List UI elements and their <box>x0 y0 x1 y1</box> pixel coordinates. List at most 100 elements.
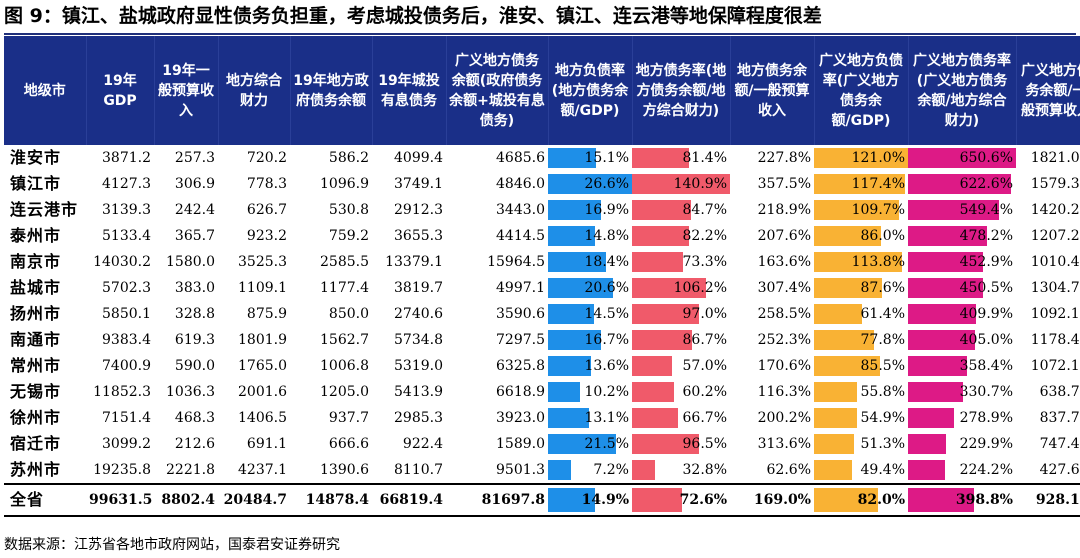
value-cell: 13379.1 <box>385 254 443 270</box>
value-cell: 468.3 <box>174 410 215 426</box>
bar-value-label: 77.8% <box>860 332 905 348</box>
bar-value-label: 55.8% <box>860 384 905 400</box>
data-bar <box>548 148 596 168</box>
value-cell: 922.4 <box>402 436 443 452</box>
bar-cell: 14.5% <box>548 301 632 327</box>
value-cell: 207.6% <box>757 228 811 244</box>
header-cell: 地方综合财力 <box>218 36 291 145</box>
data-bar <box>814 382 858 402</box>
value-cell: 923.2 <box>246 228 287 244</box>
data-bar <box>548 488 596 512</box>
bar-value-label: 278.9% <box>959 410 1013 426</box>
value-cell: 5702.3 <box>102 280 151 296</box>
data-bar <box>814 488 878 512</box>
data-bar <box>632 356 672 376</box>
value-cell: 2985.3 <box>394 410 443 426</box>
value-cell: 1036.3 <box>166 384 215 400</box>
table-row: 淮安市 3871.2 257.3 720.2 586.2 4099.4 4685.6 15.1… <box>4 145 1080 171</box>
value-cell: 1801.9 <box>238 332 287 348</box>
header-cell: 广义地方负债率(广义地方债务余额/GDP) <box>814 36 909 145</box>
header-cell: 地方债务余额/一般预算收入 <box>730 36 815 145</box>
bar-value-label: 117.4% <box>851 176 905 192</box>
figure-title: 图 9：镇江、盐城政府显性债务负担重，考虑城投债务后，淮安、镇江、连云港等地保障… <box>4 5 822 27</box>
bar-value-label: 330.7% <box>959 384 1013 400</box>
bar-value-label: 229.9% <box>959 436 1013 452</box>
data-bar <box>548 434 616 454</box>
value-cell: 720.2 <box>246 150 287 166</box>
bar-cell: 97.0% <box>632 301 730 327</box>
header-cell: 19年地方政府债务余额 <box>290 36 373 145</box>
data-bar <box>632 460 655 480</box>
bar-cell: 140.9% <box>632 171 730 197</box>
bar-value-label: 57.0% <box>682 358 727 374</box>
value-cell: 6325.8 <box>496 358 545 374</box>
value-cell: 170.6% <box>757 358 811 374</box>
city-name: 常州市 <box>10 356 62 375</box>
data-bar <box>908 356 968 376</box>
table-row: 常州市 7400.9 590.0 1765.0 1006.8 5319.0 6325.8 13… <box>4 353 1080 379</box>
value-cell: 619.3 <box>174 332 215 348</box>
bar-value-label: 622.6% <box>959 176 1013 192</box>
bar-value-label: 84.7% <box>682 202 727 218</box>
header-cell: 19年一般预算收入 <box>154 36 219 145</box>
bar-value-label: 549.4% <box>959 202 1013 218</box>
bar-cell: 60.2% <box>632 379 730 405</box>
bar-cell: 85.5% <box>814 353 908 379</box>
city-name: 镇江市 <box>10 174 62 193</box>
bar-value-label: 26.6% <box>584 176 629 192</box>
bar-value-label: 66.7% <box>682 410 727 426</box>
bar-cell: 16.7% <box>548 327 632 353</box>
data-bar <box>632 434 700 454</box>
data-bar <box>814 174 906 194</box>
value-cell: 5133.4 <box>102 228 151 244</box>
title-divider <box>4 33 1076 35</box>
value-cell: 3749.1 <box>394 176 443 192</box>
bar-cell: 330.7% <box>908 379 1016 405</box>
bar-cell: 72.6% <box>632 483 730 517</box>
bar-cell: 55.8% <box>814 379 908 405</box>
bar-value-label: 49.4% <box>860 462 905 478</box>
debt-table: 地级市 19年GDP 19年一般预算收入 地方综合财力 19年地方政府债务余额 … <box>4 36 1080 517</box>
data-bar <box>548 200 602 220</box>
data-bar <box>548 408 590 428</box>
bar-cell: 117.4% <box>814 171 908 197</box>
value-cell: 19235.8 <box>93 462 151 478</box>
data-bar <box>908 330 976 350</box>
data-bar <box>632 174 730 194</box>
bar-value-label: 450.5% <box>959 280 1013 296</box>
table-body: 淮安市 3871.2 257.3 720.2 586.2 4099.4 4685.6 15.1… <box>4 145 1080 517</box>
bar-value-label: 10.2% <box>584 384 629 400</box>
value-cell: 7297.5 <box>496 332 545 348</box>
data-bar <box>632 330 693 350</box>
value-cell: 4099.4 <box>394 150 443 166</box>
value-cell: 1406.5 <box>238 410 287 426</box>
value-cell: 8110.7 <box>394 462 443 478</box>
bar-cell: 96.5% <box>632 431 730 457</box>
value-cell: 66819.4 <box>372 483 446 517</box>
city-name: 徐州市 <box>10 408 62 427</box>
bar-cell: 21.5% <box>548 431 632 457</box>
bar-cell: 650.6% <box>908 145 1016 171</box>
value-cell: 328.8 <box>174 306 215 322</box>
value-cell: 357.5% <box>757 176 811 192</box>
bar-cell: 16.9% <box>548 197 632 223</box>
value-cell: 9383.4 <box>102 332 151 348</box>
value-cell: 1207.2% <box>1030 228 1080 244</box>
bar-cell: 15.1% <box>548 145 632 171</box>
data-bar <box>548 330 601 350</box>
value-cell: 3525.3 <box>238 254 287 270</box>
value-cell: 1579.3% <box>1030 176 1080 192</box>
bar-value-label: 32.8% <box>682 462 727 478</box>
bar-cell: 77.8% <box>814 327 908 353</box>
bar-value-label: 81.4% <box>682 150 727 166</box>
value-cell: 3443.0 <box>496 202 545 218</box>
value-cell: 365.7 <box>174 228 215 244</box>
bar-value-label: 54.9% <box>860 410 905 426</box>
bar-value-label: 96.5% <box>682 436 727 452</box>
value-cell: 4846.0 <box>496 176 545 192</box>
bar-value-label: 86.7% <box>682 332 727 348</box>
data-bar <box>632 304 700 324</box>
value-cell: 837.7% <box>1039 410 1080 426</box>
value-cell: 586.2 <box>328 150 369 166</box>
bar-value-label: 109.7% <box>851 202 905 218</box>
